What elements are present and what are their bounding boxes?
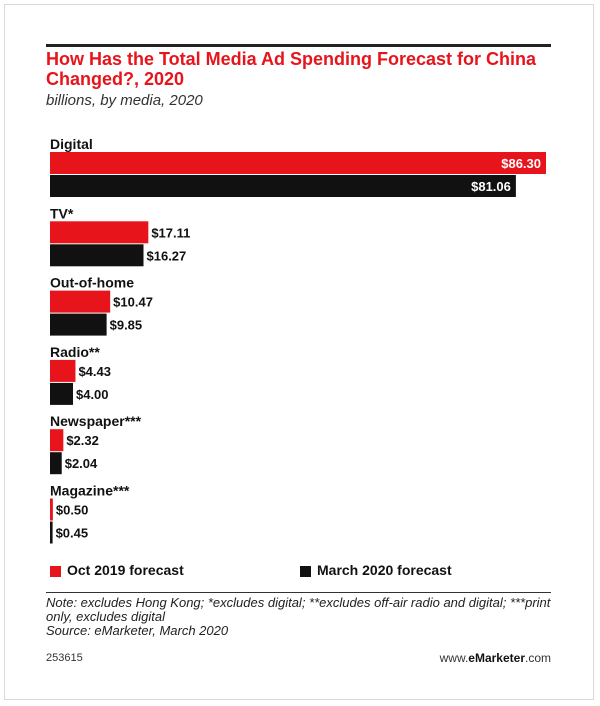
value-label-digital-march-2020: $81.06 — [471, 179, 511, 194]
category-label-tv: TV* — [50, 205, 74, 221]
value-label-tv-oct-2019: $17.11 — [151, 225, 190, 240]
bottom-rule — [46, 592, 551, 593]
legend-label-oct-2019: Oct 2019 forecast — [67, 562, 184, 578]
chart-frame — [4, 4, 594, 700]
bar-digital-march-2020 — [50, 175, 516, 197]
value-label-magazine-oct-2019: $0.50 — [56, 503, 89, 518]
category-label-magazine: Magazine*** — [50, 483, 130, 499]
source-text: Source: eMarketer, March 2020 — [46, 623, 229, 638]
bar-radio-oct-2019 — [50, 359, 76, 382]
value-label-newspaper-march-2020: $2.04 — [65, 456, 98, 471]
value-label-magazine-march-2020: $0.45 — [56, 526, 89, 541]
brand-prefix: www. — [439, 651, 469, 665]
brand-name: eMarketer — [468, 651, 525, 665]
bar-magazine-march-2020 — [50, 521, 53, 544]
value-label-tv-march-2020: $16.27 — [147, 248, 187, 263]
bar-newspaper-oct-2019 — [50, 429, 64, 452]
legend-swatch-oct-2019 — [50, 566, 61, 577]
note-text: Note: excludes Hong Kong; *excludes digi… — [46, 595, 551, 624]
bar-tv-march-2020 — [50, 244, 144, 267]
chart-id: 253615 — [46, 652, 83, 664]
value-label-newspaper-oct-2019: $2.32 — [66, 433, 99, 448]
bar-newspaper-march-2020 — [50, 452, 62, 475]
category-label-radio: Radio** — [50, 344, 100, 360]
bar-out-of-home-oct-2019 — [50, 290, 111, 313]
bar-tv-oct-2019 — [50, 221, 149, 244]
value-label-radio-march-2020: $4.00 — [76, 387, 109, 402]
footnote: Note: excludes Hong Kong; *excludes digi… — [46, 596, 551, 638]
value-label-out-of-home-march-2020: $9.85 — [110, 318, 143, 333]
category-label-newspaper: Newspaper*** — [50, 413, 142, 429]
value-label-out-of-home-oct-2019: $10.47 — [113, 295, 153, 310]
value-label-radio-oct-2019: $4.43 — [78, 364, 111, 379]
legend-swatch-march-2020 — [300, 566, 311, 577]
category-label-digital: Digital — [50, 136, 93, 152]
bar-magazine-oct-2019 — [50, 498, 53, 521]
brand-suffix: .com — [524, 651, 551, 665]
chart-subtitle: billions, by media, 2020 — [46, 92, 203, 109]
value-label-digital-oct-2019: $86.30 — [501, 156, 541, 171]
bar-radio-march-2020 — [50, 382, 73, 405]
bar-digital-oct-2019 — [50, 152, 546, 174]
bar-out-of-home-march-2020 — [50, 313, 107, 336]
legend-label-march-2020: March 2020 forecast — [317, 562, 452, 578]
chart-title: How Has the Total Media Ad Spending Fore… — [46, 49, 537, 89]
top-rule — [46, 44, 551, 47]
brand-url[interactable]: www.eMarketer.com — [420, 651, 551, 665]
category-label-out-of-home: Out-of-home — [50, 275, 134, 291]
